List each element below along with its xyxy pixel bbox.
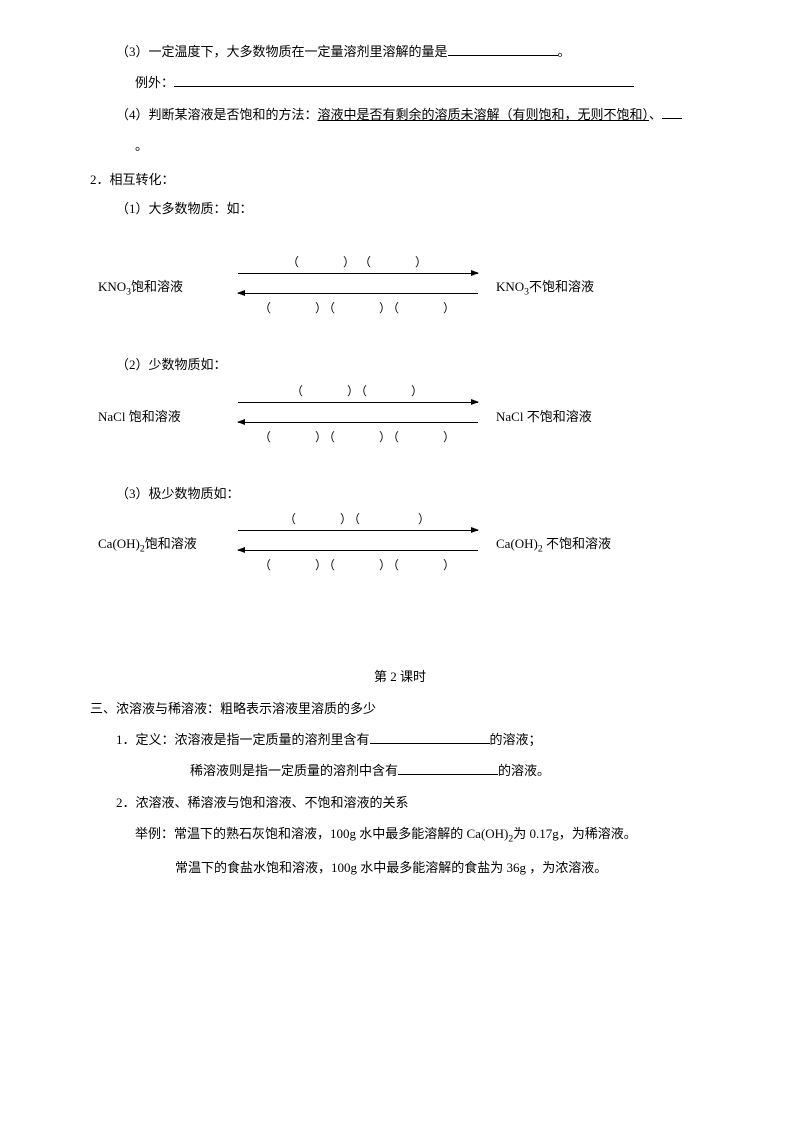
point-3-text-b: 。	[558, 44, 571, 59]
diagram-2-bottom-parens: （ ）（ ）（ ）	[228, 427, 488, 449]
example-1: 举例：常温下的熟石灰饱和溶液，100g 水中最多能溶解的 Ca(OH)2为 0.…	[60, 822, 740, 848]
diagram-2-left: NaCl 饱和溶液	[98, 405, 228, 428]
diagram-1-left: KNO3饱和溶液	[98, 275, 228, 301]
def-2-a: 稀溶液则是指一定质量的溶剂中含有	[190, 763, 398, 778]
example-2: 常温下的食盐水饱和溶液，100g 水中最多能溶解的食盐为 36g ，为浓溶液。	[60, 856, 740, 879]
point-3-text-a: （3）一定温度下，大多数物质在一定量溶剂里溶解的量是	[116, 44, 448, 59]
point-4-text-a: （4）判断某溶液是否饱和的方法：	[116, 107, 318, 122]
diagram-2: NaCl 饱和溶液 （ ）（ ） （ ）（ ）（ ） NaCl 不饱和溶液	[98, 387, 740, 447]
blank-def-2[interactable]	[398, 762, 498, 775]
diagram-3-left: Ca(OH)2饱和溶液	[98, 532, 228, 558]
exception-row: 例外：	[60, 71, 740, 94]
def-1: 1．定义：浓溶液是指一定质量的溶剂里含有 的溶液；	[60, 728, 740, 751]
section-2-title: 2．相互转化：	[60, 168, 740, 191]
diagram-3-right: Ca(OH)2 不饱和溶液	[488, 532, 648, 558]
point-4-under: 溶液中是否有剩余的溶质未溶解（有则饱和，无则不饱和）	[318, 107, 650, 122]
diagram-1-top-parens: （ ） （ ）	[228, 252, 488, 274]
diagram-3-bottom-parens: （ ）（ ）（ ）	[228, 555, 488, 577]
blank-def-1[interactable]	[370, 731, 490, 744]
diagram-2-arrows: （ ）（ ） （ ）（ ）（ ）	[228, 387, 488, 447]
point-3: （3）一定温度下，大多数物质在一定量溶剂里溶解的量是 。	[60, 40, 740, 63]
blank-3[interactable]	[448, 43, 558, 56]
def-2: 稀溶液则是指一定质量的溶剂中含有 的溶液。	[60, 759, 740, 782]
point-4-period: 。	[60, 134, 740, 157]
diagram-2-top-parens: （ ）（ ）	[228, 381, 488, 403]
arrow-left-icon	[238, 293, 478, 294]
arrow-right-icon	[238, 273, 478, 274]
lesson-2-title: 第 2 课时	[60, 665, 740, 688]
diagram-1-bottom-parens: （ ）（ ）（ ）	[228, 298, 488, 320]
def-1-b: 的溶液；	[490, 732, 542, 747]
diagram-1-arrows: （ ） （ ） （ ）（ ）（ ）	[228, 258, 488, 318]
diagram-3-arrows: （ ）（ ） （ ）（ ）（ ）	[228, 515, 488, 575]
section-3-title: 三、浓溶液与稀溶液：粗略表示溶液里溶质的多少	[60, 697, 740, 720]
arrow-right-icon	[238, 402, 478, 403]
diagram-1-right: KNO3不饱和溶液	[488, 275, 648, 301]
point-4-text-b: 、	[649, 107, 662, 122]
diagram-1: KNO3饱和溶液 （ ） （ ） （ ）（ ）（ ） KNO3不饱和溶液	[98, 258, 740, 318]
arrow-left-icon	[238, 550, 478, 551]
blank-4-tail[interactable]	[662, 106, 682, 119]
arrow-left-icon	[238, 422, 478, 423]
def-1-a: 1．定义：浓溶液是指一定质量的溶剂里含有	[116, 732, 370, 747]
arrow-right-icon	[238, 530, 478, 531]
relation-title: 2．浓溶液、稀溶液与饱和溶液、不饱和溶液的关系	[60, 791, 740, 814]
case3-label: （3）极少数物质如：	[60, 482, 740, 505]
diagram-2-right: NaCl 不饱和溶液	[488, 405, 648, 428]
def-2-b: 的溶液。	[498, 763, 550, 778]
blank-exception[interactable]	[174, 74, 634, 87]
diagram-3-top-parens: （ ）（ ）	[228, 509, 488, 531]
case1-label: （1）大多数物质：如：	[60, 197, 740, 220]
exception-label: 例外：	[135, 75, 174, 90]
point-4: （4）判断某溶液是否饱和的方法：溶液中是否有剩余的溶质未溶解（有则饱和，无则不饱…	[60, 103, 740, 126]
case2-label: （2）少数物质如：	[60, 353, 740, 376]
diagram-3: Ca(OH)2饱和溶液 （ ）（ ） （ ）（ ）（ ） Ca(OH)2 不饱和…	[98, 515, 740, 575]
